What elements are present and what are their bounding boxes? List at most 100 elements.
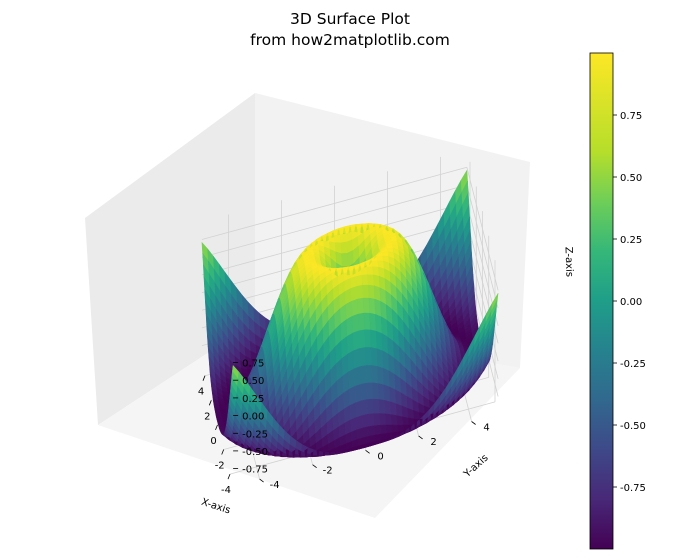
- surface-patch: [352, 313, 360, 334]
- x-tick-label: -2: [215, 461, 225, 472]
- surface-patch: [360, 266, 368, 276]
- surface-patch: [362, 297, 370, 314]
- surface-patch: [368, 284, 375, 300]
- y-tick-label: -2: [323, 466, 333, 477]
- surface-patch: [375, 314, 383, 334]
- surface-patch: [395, 403, 403, 418]
- surface-patch: [376, 255, 384, 262]
- surface-patch: [390, 238, 398, 242]
- surface-patch: [408, 417, 415, 426]
- surface-patch: [357, 312, 365, 332]
- surface-patch: [372, 398, 380, 414]
- surface-patch: [370, 329, 378, 350]
- surface-patch: [367, 398, 374, 415]
- tick-mark: [221, 449, 225, 455]
- surface-patch: [359, 347, 367, 367]
- grid-line: [466, 167, 499, 291]
- surface-patch: [356, 285, 364, 300]
- surface-patch: [358, 329, 366, 349]
- surface-patch: [350, 286, 358, 302]
- x-tick-label: 0: [210, 436, 216, 447]
- surface-patch: [363, 312, 371, 331]
- y-tick-label: 0: [377, 451, 383, 462]
- surface-patch: [347, 332, 354, 355]
- surface-patch: [349, 402, 357, 421]
- x-tick-label: 4: [198, 387, 204, 398]
- surface-patch: [374, 424, 382, 436]
- surface-patch: [355, 274, 363, 287]
- surface-patch: [365, 347, 372, 366]
- surface-patch: [402, 416, 410, 426]
- surface-patch: [383, 384, 391, 403]
- surface-patch: [348, 368, 356, 390]
- surface-patch: [390, 414, 398, 426]
- surface-patch: [397, 424, 405, 433]
- surface-patch: [375, 330, 383, 352]
- surface-patch: [357, 297, 365, 315]
- colorbar-tick-label: -0.50: [620, 421, 646, 432]
- x-axis-label: X-axis: [200, 497, 232, 517]
- y-tick-label: 4: [483, 423, 489, 434]
- surface-patch: [218, 404, 226, 409]
- surface-patch: [367, 413, 375, 427]
- surface-patch: [491, 293, 499, 310]
- surface-patch: [377, 366, 385, 386]
- surface-patch: [385, 424, 393, 434]
- z-axis-label: Z-axis: [562, 247, 574, 278]
- surface-patch: [368, 425, 376, 437]
- surface-patch: [350, 417, 358, 433]
- tick-mark: [215, 424, 218, 431]
- surface-patch: [362, 284, 370, 299]
- tick-mark: [208, 400, 212, 406]
- colorbar-tick-label: -0.75: [620, 483, 646, 494]
- surface-patch: [374, 298, 382, 318]
- tick-mark: [259, 478, 264, 483]
- surface-patch: [367, 274, 375, 287]
- y-tick-label: 2: [430, 437, 436, 448]
- surface-patch: [377, 383, 385, 401]
- y-axis-label: Y-axis: [461, 452, 490, 480]
- surface-patch: [341, 252, 349, 268]
- tick-mark: [312, 464, 317, 469]
- z-tick-label: -0.50: [242, 447, 268, 458]
- surface-patch: [351, 298, 359, 317]
- colorbar-tick-label: 0.75: [620, 111, 642, 122]
- colorbar-tick-label: -0.25: [620, 359, 646, 370]
- tick-mark: [471, 421, 476, 425]
- surface-patch: [371, 260, 379, 268]
- tick-mark: [418, 435, 423, 440]
- surface-patch: [382, 367, 390, 388]
- z-tick-label: 0.50: [242, 376, 264, 387]
- grid-line: [466, 184, 499, 309]
- surface-patch: [366, 266, 374, 276]
- z-tick-label: -0.75: [242, 465, 268, 476]
- grid-line: [201, 166, 468, 240]
- surface-patch: [361, 413, 369, 429]
- surface-patch: [396, 415, 404, 426]
- colorbar-ticks: -0.75 -0.50 -0.25 0.00 0.25 0.50 0.75: [613, 111, 646, 494]
- surface-patch: [354, 366, 362, 387]
- tick-mark: [365, 449, 370, 454]
- surface-patch: [370, 347, 378, 367]
- z-tick-label: -0.25: [242, 429, 268, 440]
- surface-patch: [362, 426, 370, 438]
- x-tick-label: 2: [204, 411, 210, 422]
- colorbar-tick-label: 0.00: [620, 297, 642, 308]
- tick-mark: [202, 375, 206, 381]
- surface-patch: [368, 297, 376, 315]
- surface-patch: [356, 415, 364, 431]
- grid-line: [201, 184, 468, 258]
- surface-patch: [364, 329, 372, 348]
- surface-patch: [339, 233, 347, 244]
- surface-patch: [356, 427, 364, 440]
- surface-patch: [371, 365, 379, 384]
- colorbar: [589, 52, 614, 550]
- surface-patch: [355, 400, 363, 418]
- surface-patch: [340, 241, 348, 254]
- surface-patch: [385, 413, 392, 426]
- surface-patch: [382, 350, 390, 372]
- surface-patch: [354, 383, 362, 404]
- z-tick-label: 0.25: [242, 394, 264, 405]
- surface-patch: [373, 413, 381, 426]
